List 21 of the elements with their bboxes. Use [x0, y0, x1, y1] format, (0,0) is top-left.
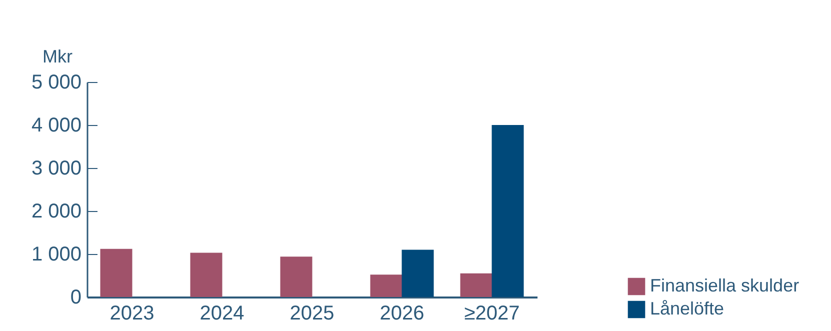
bar [280, 256, 312, 297]
bar [370, 274, 402, 297]
y-tick-label: 5 000 [31, 72, 82, 94]
x-tick-label: 2025 [290, 302, 334, 324]
x-tick-label: 2024 [200, 302, 244, 324]
y-tick-label: 2 000 [31, 200, 82, 222]
x-tick-label: ≥2027 [464, 302, 520, 324]
legend-label: Lånelöfte [650, 298, 724, 318]
bar [492, 125, 524, 297]
bar [460, 273, 492, 297]
bar [190, 252, 222, 297]
bar [100, 248, 132, 297]
x-tick-label: 2026 [380, 302, 424, 324]
bar [402, 250, 434, 297]
x-tick-label: 2023 [110, 302, 154, 324]
legend-label: Finansiella skulder [650, 276, 800, 296]
y-tick-label: 3 000 [31, 158, 82, 180]
y-tick-label: 0 [70, 286, 82, 308]
y-axis-title: Mkr [42, 46, 72, 66]
y-tick-label: 4 000 [31, 114, 82, 136]
y-tick-label: 1 000 [31, 244, 82, 266]
